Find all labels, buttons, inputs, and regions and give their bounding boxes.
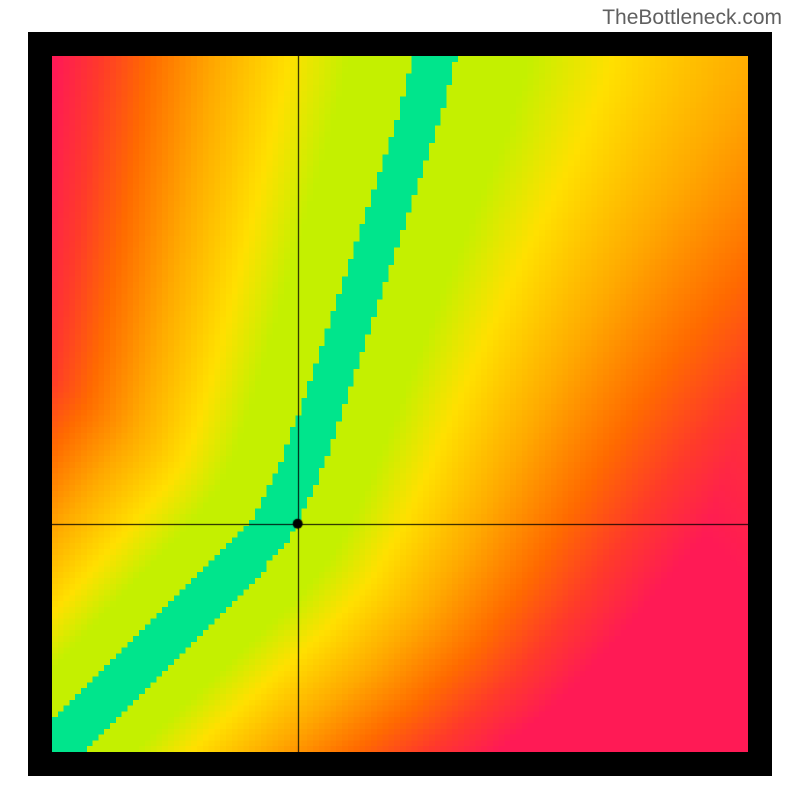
- overlay-canvas: [52, 56, 748, 752]
- chart-outer-box: [28, 32, 772, 776]
- attribution-text: TheBottleneck.com: [602, 6, 782, 30]
- chart-container: TheBottleneck.com: [0, 0, 800, 800]
